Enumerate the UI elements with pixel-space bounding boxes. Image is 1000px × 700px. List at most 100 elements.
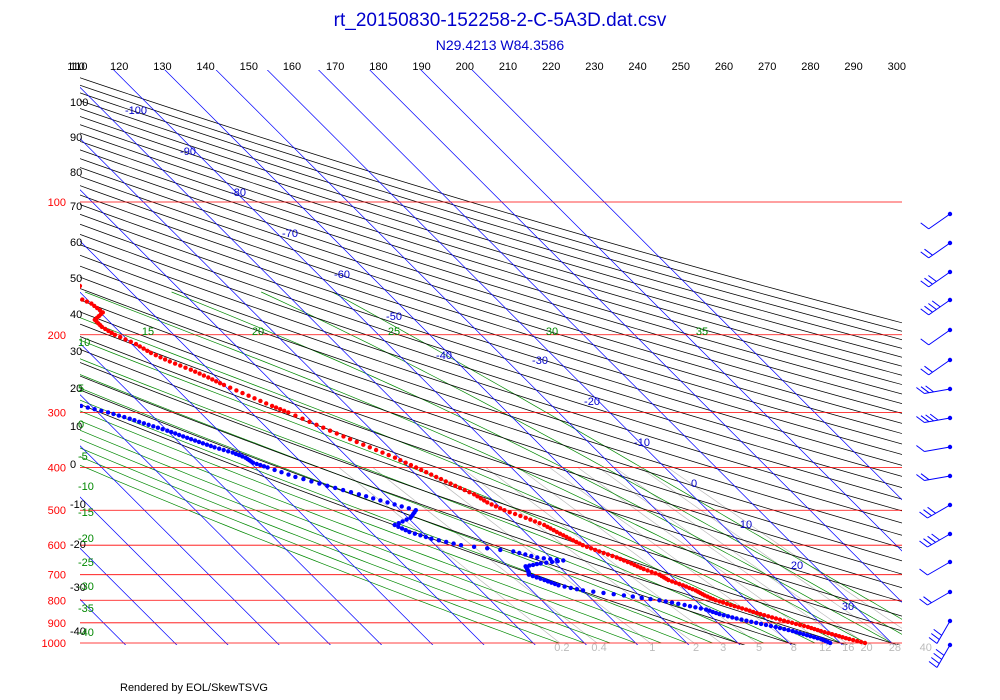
temperature-point xyxy=(485,500,490,505)
dewpoint-point xyxy=(801,632,806,637)
isotherm-line xyxy=(80,394,331,645)
temperature-point xyxy=(240,390,245,396)
dewpoint-point xyxy=(444,539,449,545)
temperature-point xyxy=(580,543,585,548)
temperature-point xyxy=(145,348,150,353)
temperature-point xyxy=(392,455,398,460)
temperature-point xyxy=(73,291,77,295)
temperature-point xyxy=(438,476,444,482)
temperature-point xyxy=(327,428,333,433)
isotherm-line xyxy=(266,70,843,645)
dry-adiabat xyxy=(80,213,902,477)
dewpoint-point xyxy=(363,494,369,499)
temperature-point xyxy=(408,462,414,468)
dewpoint-point xyxy=(511,549,516,554)
isotherm-line xyxy=(369,70,902,603)
isotherm-label: -90 xyxy=(180,146,196,158)
temperature-point xyxy=(269,403,275,409)
theta-top-label: 220 xyxy=(542,61,560,73)
dewpoint-point xyxy=(828,640,833,645)
temperature-point xyxy=(133,341,139,347)
temperature-point xyxy=(498,506,503,511)
dewpoint-point xyxy=(535,555,540,560)
temperature-point xyxy=(99,324,105,330)
dry-adiabat xyxy=(80,389,797,645)
pressure-label: 400 xyxy=(48,463,66,475)
temperature-point xyxy=(321,425,326,430)
dry-adiabat xyxy=(80,244,902,512)
dewpoint-point xyxy=(542,577,547,583)
temperature-point xyxy=(762,613,767,618)
isotherm-label: -70 xyxy=(282,228,298,240)
moist-adiabat xyxy=(80,464,534,644)
dry-adiabat-label: -20 xyxy=(70,539,86,551)
dewpoint-point xyxy=(725,614,731,619)
isotherm-line xyxy=(420,70,902,552)
dry-adiabat-label: 100 xyxy=(70,97,88,109)
chart-title: rt_20150830-152258-2-C-5A3D.dat.csv xyxy=(333,10,667,31)
temperature-point xyxy=(178,363,183,368)
temperature-point xyxy=(273,405,279,410)
temperature-point xyxy=(347,437,353,442)
temperature-point xyxy=(793,621,799,627)
dewpoint-point xyxy=(204,442,210,447)
temperature-point xyxy=(2,186,6,190)
dry-adiabat xyxy=(80,362,900,645)
dewpoint-point xyxy=(254,461,259,467)
wind-barb xyxy=(919,531,953,548)
temperature-point xyxy=(829,632,835,637)
dry-adiabat xyxy=(80,185,902,445)
dewpoint-point xyxy=(151,424,156,429)
temperature-point xyxy=(605,552,611,557)
pressure-label: 300 xyxy=(48,407,66,419)
wind-barb xyxy=(919,589,953,606)
temperature-point xyxy=(766,614,771,619)
temperature-point xyxy=(429,472,434,477)
dewpoint-point xyxy=(293,474,298,480)
theta-top-label: 140 xyxy=(196,61,214,73)
temperature-point xyxy=(847,636,852,642)
dewpoint-point xyxy=(92,407,97,412)
temperature-point xyxy=(56,259,60,263)
temperature-point xyxy=(597,549,602,554)
temperature-point xyxy=(210,377,215,382)
dewpoint-point xyxy=(562,584,567,589)
dry-adiabat-label: 110 xyxy=(70,61,88,73)
mixing-ratio-label: 16 xyxy=(842,642,854,654)
mixing-ratio-label: 0.2 xyxy=(554,642,569,654)
temperature-point xyxy=(584,544,590,549)
theta-top-label: 150 xyxy=(240,61,258,73)
temperature-point xyxy=(448,481,453,486)
dewpoint-point xyxy=(739,617,744,622)
temperature-point xyxy=(217,381,223,386)
dewpoint-point xyxy=(808,634,813,639)
dewpoint-point xyxy=(111,411,116,417)
moist-adiabat-label: 15 xyxy=(142,326,154,338)
temperature-point xyxy=(183,365,188,370)
temperature-point xyxy=(512,511,518,517)
dewpoint-point xyxy=(65,400,69,404)
dewpoint-point xyxy=(611,592,616,597)
temperature-point xyxy=(781,618,787,623)
isotherm-label: 0 xyxy=(691,478,697,490)
temperature-point xyxy=(361,442,366,447)
temperature-point xyxy=(728,602,733,608)
temperature-point xyxy=(314,422,319,427)
moist-adiabat-label: -35 xyxy=(78,603,94,615)
dewpoint-point xyxy=(669,600,675,605)
dry-adiabat xyxy=(80,254,902,524)
temperature-point xyxy=(367,445,372,450)
temperature-point xyxy=(424,470,429,475)
temperature-point xyxy=(12,205,16,209)
dewpoint-point xyxy=(749,619,754,624)
dewpoint-point xyxy=(105,410,111,415)
dewpoint-point xyxy=(348,490,354,495)
moist-adiabat xyxy=(80,420,662,644)
dry-adiabat-label: 50 xyxy=(70,273,82,285)
dewpoint-point xyxy=(200,441,206,446)
theta-top-label: 290 xyxy=(844,61,862,73)
mixing-ratio-label: 20 xyxy=(860,642,872,654)
temperature-point xyxy=(214,379,219,384)
isotherm-line xyxy=(80,240,485,645)
isotherm-line xyxy=(0,60,28,650)
